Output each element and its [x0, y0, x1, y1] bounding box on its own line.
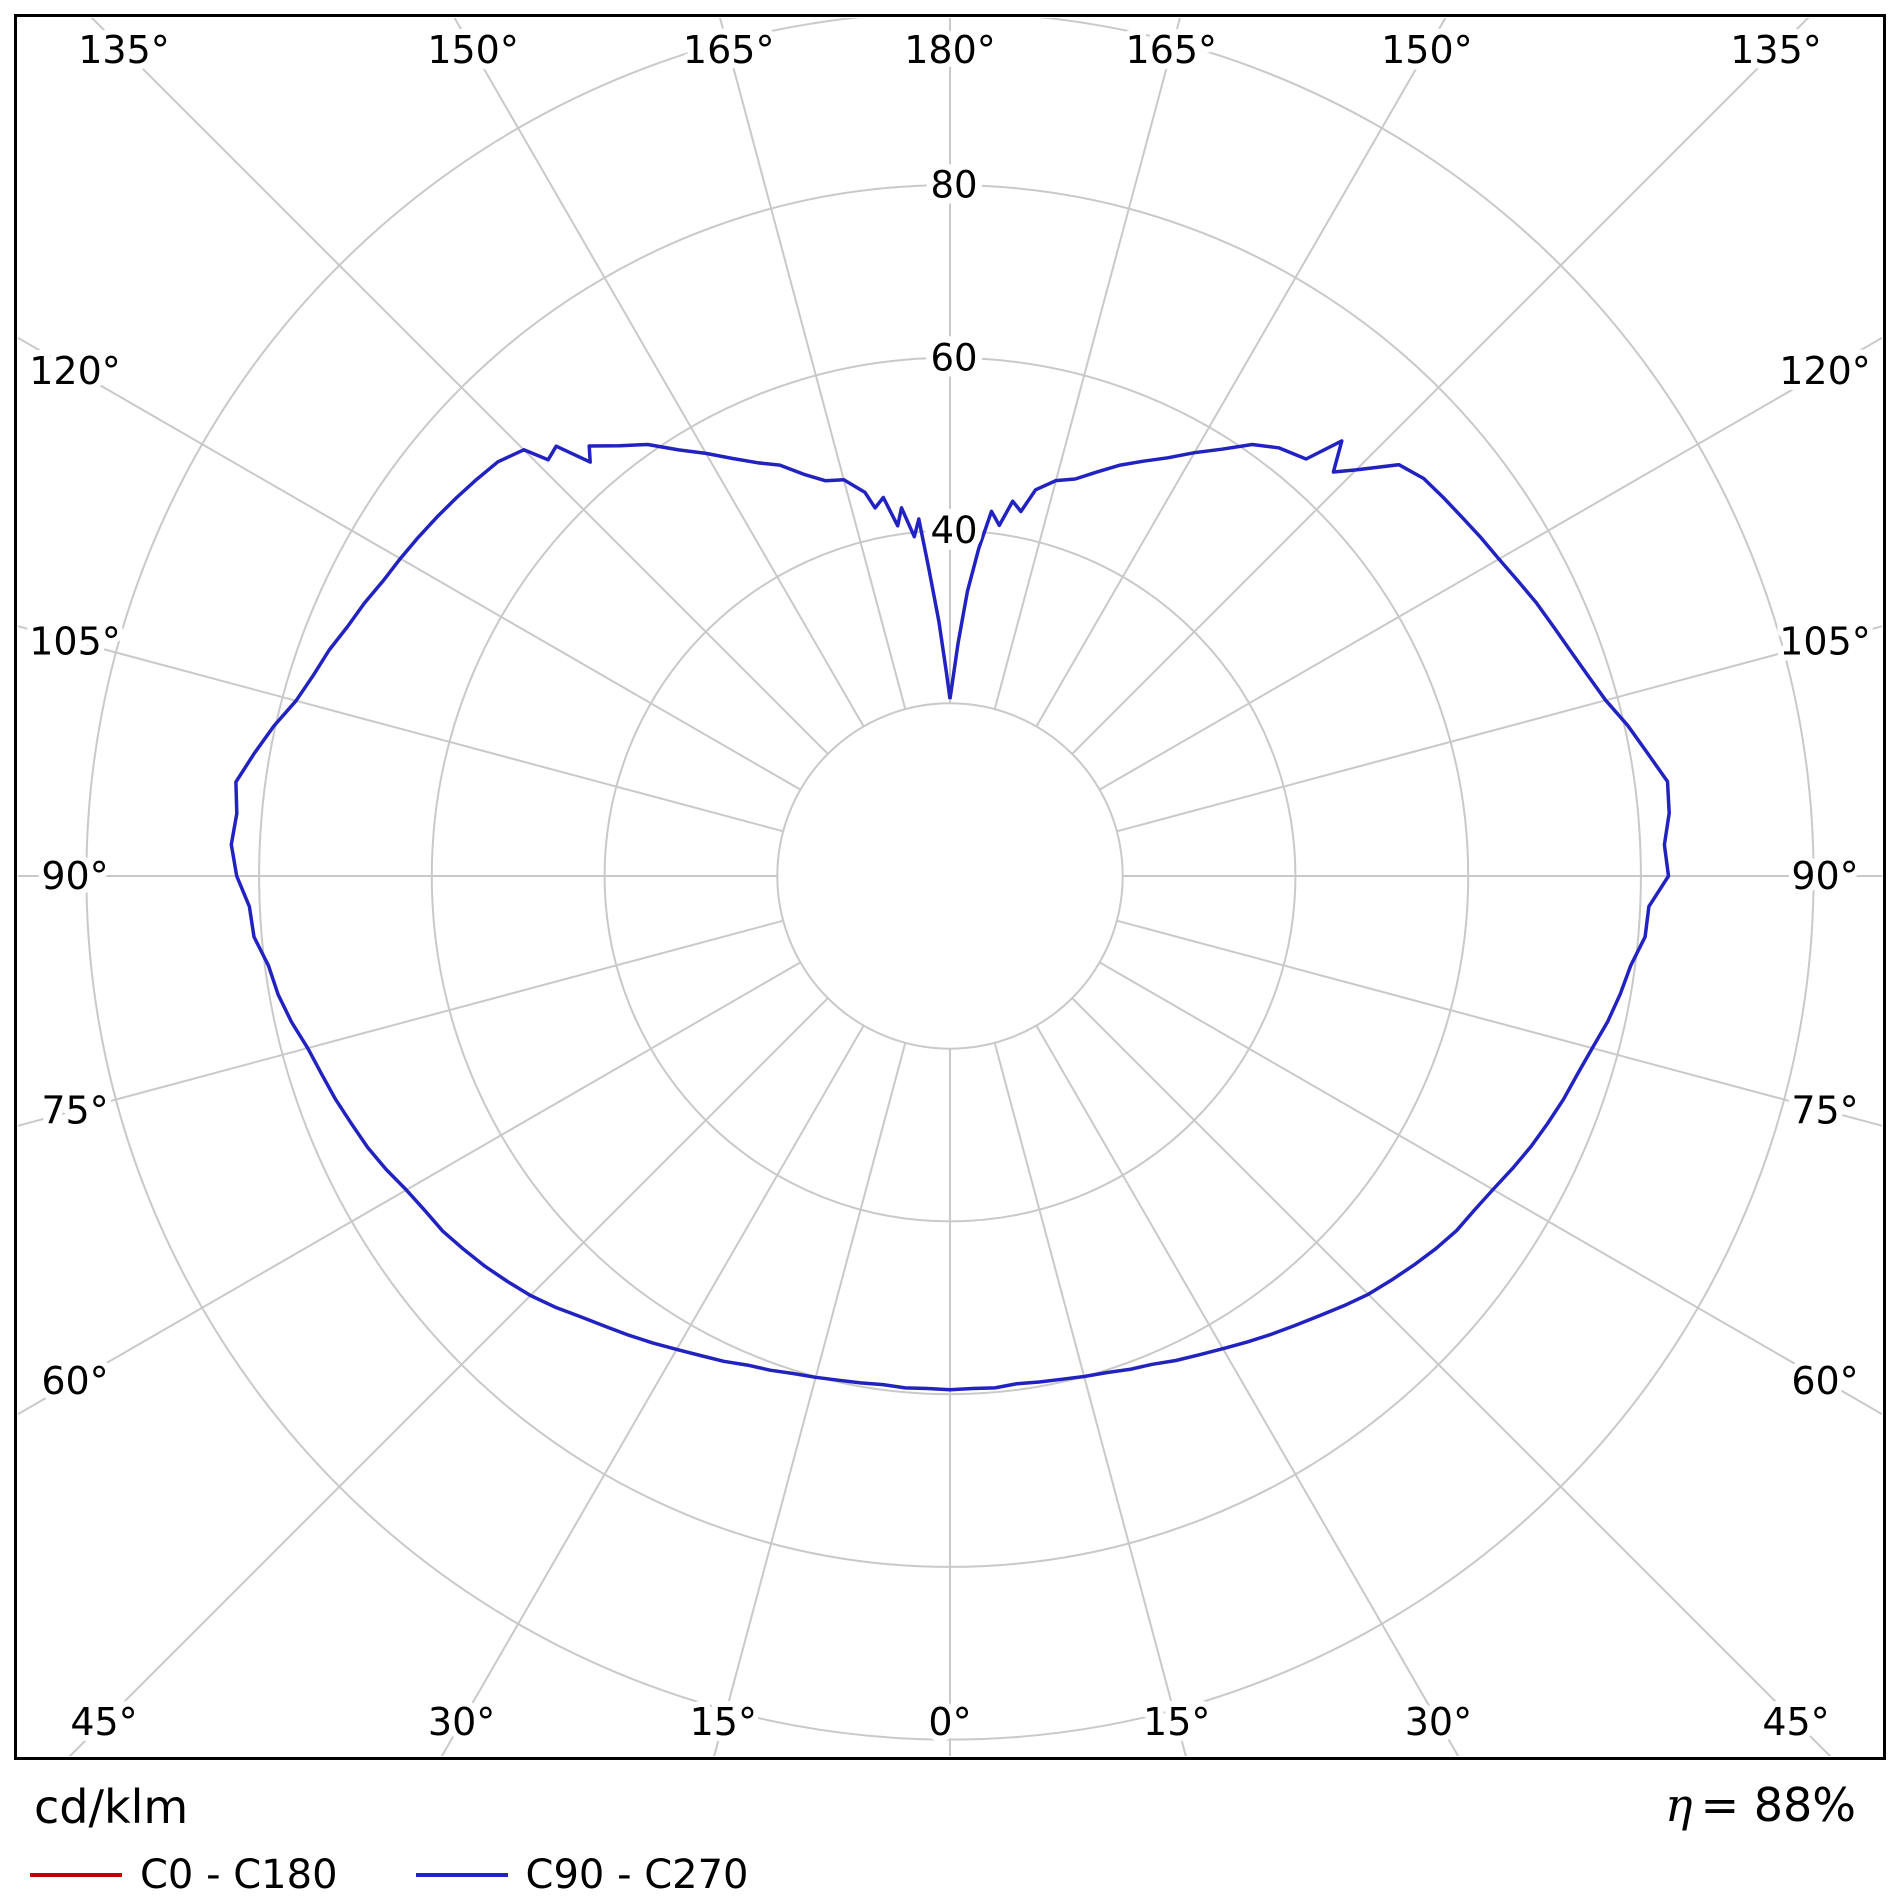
grid-ray-210	[453, 18, 865, 727]
grid-ray-240	[18, 336, 801, 791]
radial-label-80: 80	[930, 164, 977, 207]
eta-value: = 88%	[1700, 1778, 1856, 1832]
angle-label-right-75: 75°	[1791, 1089, 1858, 1133]
grid-ray-150	[1035, 18, 1447, 727]
angle-label-left-135: 135°	[78, 28, 170, 72]
angle-label-right-0: 0°	[928, 1700, 971, 1744]
grid-ray-60	[1099, 961, 1882, 1416]
angle-label-right-60: 60°	[1791, 1359, 1858, 1403]
grid-ray-225	[90, 18, 829, 755]
grid-ray-255	[18, 625, 784, 833]
c0-line-swatch	[30, 1873, 122, 1877]
units-label: cd/klm	[34, 1780, 189, 1834]
c90-line-swatch	[415, 1873, 508, 1877]
angle-label-left-15: 15°	[690, 1700, 757, 1744]
angle-label-left-120: 120°	[29, 349, 121, 393]
angle-label-left-150: 150°	[427, 28, 519, 72]
angle-label-left-60: 60°	[41, 1359, 108, 1403]
angle-label-right-30: 30°	[1405, 1700, 1472, 1744]
legend-label-c90-c270: C90 - C270	[525, 1852, 749, 1898]
angle-label-right-180: 180°	[904, 28, 996, 72]
legend: C0 - C180 C90 - C270	[30, 1852, 749, 1898]
angle-label-right-105: 105°	[1779, 620, 1871, 664]
grid-ray-45	[1071, 997, 1832, 1756]
grid-ray-75	[1116, 919, 1882, 1127]
grid-ray-165	[993, 18, 1181, 710]
grid-ray-105	[1116, 625, 1882, 833]
grid-ray-285	[18, 919, 784, 1127]
legend-item-c90-c270: C90 - C270	[415, 1852, 749, 1898]
angle-label-left-105: 105°	[29, 620, 121, 664]
eta-symbol: η	[1665, 1778, 1693, 1832]
grid-ray-195	[719, 18, 907, 710]
angle-label-left-90: 90°	[41, 854, 108, 898]
series-1-curve	[229, 439, 1671, 1392]
radial-label-40: 40	[930, 509, 977, 552]
grid-ray-135	[1071, 18, 1810, 755]
angle-label-left-75: 75°	[41, 1089, 108, 1133]
angle-label-right-135: 135°	[1730, 28, 1822, 72]
angle-label-right-165: 165°	[1126, 28, 1218, 72]
angle-label-left-30: 30°	[428, 1700, 495, 1744]
angle-label-right-45: 45°	[1762, 1700, 1829, 1744]
grid-circle-20	[776, 702, 1124, 1050]
legend-item-c0-c180: C0 - C180	[30, 1852, 338, 1898]
angle-label-right-15: 15°	[1143, 1700, 1210, 1744]
legend-label-c0-c180: C0 - C180	[140, 1852, 338, 1898]
grid-ray-330	[440, 1025, 865, 1756]
grid-ray-300	[18, 961, 801, 1416]
angle-label-left-45: 45°	[70, 1700, 137, 1744]
grid-ray-30	[1035, 1025, 1460, 1756]
grid-ray-345	[713, 1042, 907, 1756]
grid-ray-120	[1099, 336, 1882, 791]
angle-label-right-150: 150°	[1381, 28, 1473, 72]
angle-label-left-165: 165°	[683, 28, 775, 72]
angle-label-right-90: 90°	[1791, 854, 1858, 898]
grid-ray-315	[68, 997, 829, 1756]
angle-label-right-120: 120°	[1779, 349, 1871, 393]
intensity-curves	[229, 439, 1671, 1392]
radial-label-60: 60	[930, 336, 977, 379]
grid-ray-15	[993, 1042, 1187, 1756]
axis-labels: 0° 15° 15° 30° 30° 45° 45° 60° 60° 75° 75° 90° 90° 10…	[23, 22, 1877, 1750]
light-output-ratio: η = 88%	[1665, 1780, 1856, 1831]
